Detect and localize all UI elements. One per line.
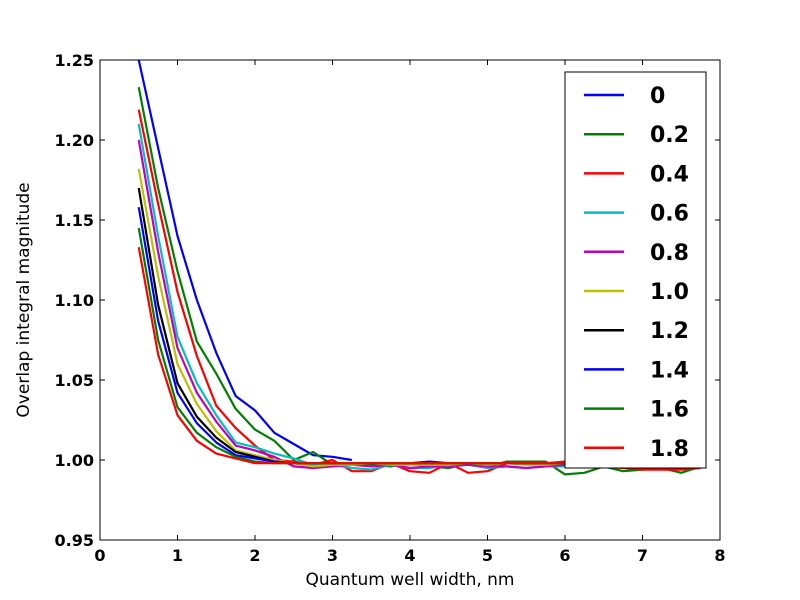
x-tick-label: 5 (482, 546, 493, 565)
y-tick-label: 1.15 (55, 211, 94, 230)
y-tick-label: 1.10 (55, 291, 94, 310)
x-tick-label: 4 (404, 546, 415, 565)
y-tick-label: 1.25 (55, 51, 94, 70)
legend-label-1: 0.2 (650, 123, 689, 148)
x-tick-label: 3 (327, 546, 338, 565)
y-tick-label: 1.05 (55, 371, 94, 390)
legend-label-5: 1.0 (650, 280, 689, 305)
y-axis-title: Overlap integral magnitude (14, 182, 34, 417)
x-tick-label: 0 (94, 546, 105, 565)
legend-label-6: 1.2 (650, 319, 689, 344)
x-tick-label: 7 (637, 546, 648, 565)
legend-label-3: 0.6 (650, 202, 689, 227)
legend-label-2: 0.4 (650, 162, 689, 187)
legend: 0 0.2 0.4 0.6 0.8 1.0 1.2 1.4 1.6 1.8 (564, 71, 707, 469)
x-tick-label: 8 (714, 546, 725, 565)
y-tick-label: 1.00 (55, 451, 94, 470)
x-tick-label: 2 (249, 546, 260, 565)
y-tick-label: 1.20 (55, 131, 94, 150)
x-tick-label: 6 (559, 546, 570, 565)
tick-layer: 0 1 2 3 4 5 6 7 80.951.001.051.101.151.201.25 (55, 51, 726, 565)
legend-label-8: 1.6 (650, 398, 689, 423)
legend-label-4: 0.8 (650, 241, 689, 266)
series-line-0 (137, 60, 353, 462)
legend-label-7: 1.4 (650, 358, 689, 383)
y-tick-label: 0.95 (55, 531, 94, 550)
legend-box (564, 71, 707, 469)
legend-label-0: 0 (650, 84, 665, 109)
x-axis-title: Quantum well width, nm (306, 570, 515, 590)
x-tick-label: 1 (172, 546, 183, 565)
legend-label-9: 1.8 (650, 437, 689, 462)
